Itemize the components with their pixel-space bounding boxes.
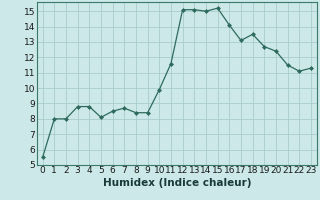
X-axis label: Humidex (Indice chaleur): Humidex (Indice chaleur) (102, 178, 251, 188)
